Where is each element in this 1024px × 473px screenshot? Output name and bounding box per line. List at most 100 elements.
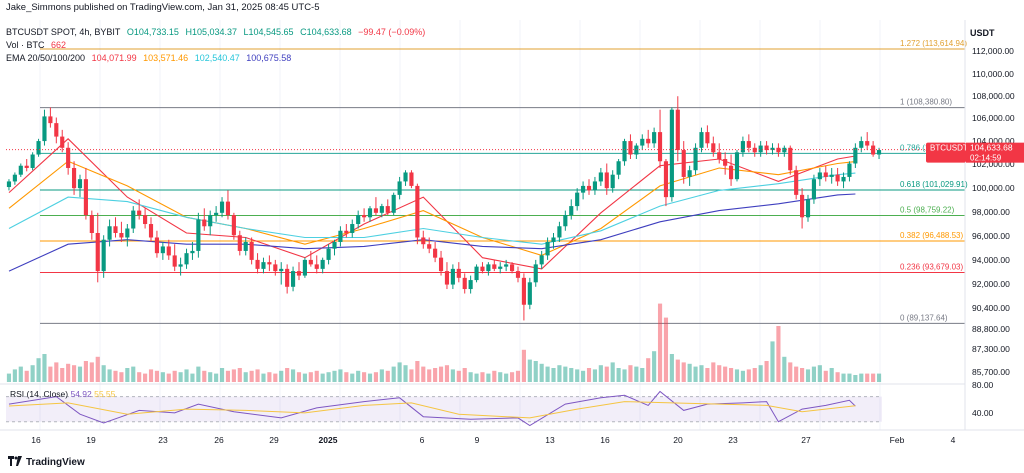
candle-body bbox=[859, 141, 864, 148]
candle-body bbox=[302, 259, 307, 276]
candle-body bbox=[391, 194, 396, 213]
volume-bar bbox=[302, 373, 307, 382]
ema-legend: EMA 20/50/100/200 104,071.99 103,571.46 … bbox=[6, 53, 295, 63]
volume-bar bbox=[545, 366, 550, 382]
volume-bar bbox=[249, 370, 254, 382]
candle-body bbox=[267, 262, 272, 265]
symbol-label[interactable]: BTCUSDT SPOT, 4h, BYBIT bbox=[6, 27, 121, 37]
volume-bar bbox=[876, 373, 882, 382]
fib-label: 0.382 (96,488.53) bbox=[900, 231, 963, 240]
candle-body bbox=[616, 161, 621, 175]
candle-body bbox=[705, 132, 710, 144]
volume-bar bbox=[492, 370, 497, 382]
fib-label: 0.236 (93,679.03) bbox=[900, 262, 963, 271]
ema-label[interactable]: EMA 20/50/100/200 bbox=[6, 53, 86, 63]
candle-body bbox=[563, 215, 568, 227]
volume-bar bbox=[758, 365, 763, 382]
volume-bar bbox=[433, 368, 438, 382]
volume-bar bbox=[752, 368, 757, 382]
candle-body bbox=[36, 141, 41, 155]
volume-bar bbox=[409, 369, 414, 382]
volume-bar bbox=[557, 365, 562, 382]
candle-body bbox=[273, 264, 278, 272]
candle-body bbox=[509, 264, 515, 272]
volume-bar bbox=[160, 372, 165, 382]
candle-body bbox=[30, 154, 35, 168]
volume-bar bbox=[285, 368, 290, 382]
volume-bar bbox=[243, 372, 248, 382]
candle-body bbox=[746, 141, 751, 148]
candle-body bbox=[539, 255, 544, 265]
tradingview-logo[interactable]: TradingView bbox=[8, 456, 85, 468]
volume-bar bbox=[728, 368, 734, 382]
change-value: −99.47 (−0.09%) bbox=[358, 27, 426, 37]
volume-bar bbox=[687, 363, 692, 382]
volume-bar bbox=[89, 362, 94, 382]
price-tick: 92,000.00 bbox=[972, 279, 1010, 289]
candle-body bbox=[362, 215, 367, 218]
candle-body bbox=[77, 179, 83, 189]
candle-body bbox=[332, 241, 337, 249]
candle-body bbox=[255, 259, 260, 269]
volume-bar bbox=[539, 363, 544, 382]
low-value: L104,545.65 bbox=[243, 27, 294, 37]
volume-bar bbox=[137, 372, 142, 382]
candle-body bbox=[640, 138, 645, 146]
time-tick: 29 bbox=[269, 435, 279, 445]
candle-body bbox=[723, 159, 728, 166]
ema50-value: 103,571.46 bbox=[143, 53, 189, 63]
time-tick: 13 bbox=[545, 435, 555, 445]
currency-label[interactable]: USDT bbox=[970, 28, 995, 38]
candle-body bbox=[474, 266, 479, 281]
volume-bar bbox=[148, 369, 154, 382]
volume-bar bbox=[486, 373, 491, 382]
volume-bar bbox=[853, 375, 858, 382]
volume-bar bbox=[178, 372, 183, 382]
volume-bar bbox=[723, 366, 728, 382]
time-tick: 19 bbox=[86, 435, 96, 445]
volume-bar bbox=[36, 358, 41, 382]
volume-bar bbox=[805, 369, 811, 382]
volume-bar bbox=[362, 372, 367, 382]
candle-body bbox=[776, 147, 781, 153]
tradingview-icon bbox=[8, 456, 22, 466]
ema-line bbox=[8, 138, 856, 270]
candle-body bbox=[498, 266, 503, 269]
candle-body bbox=[782, 147, 787, 153]
candle-body bbox=[71, 167, 77, 189]
candle-body bbox=[225, 201, 231, 216]
volume-bar bbox=[871, 373, 876, 382]
candle-body bbox=[125, 228, 130, 238]
volume-label[interactable]: Vol · BTC bbox=[6, 40, 45, 50]
volume-bar bbox=[344, 372, 349, 382]
price-tick: 98,000.00 bbox=[972, 207, 1010, 217]
volume-bar bbox=[811, 366, 817, 382]
rsi-line bbox=[8, 390, 856, 427]
volume-bar bbox=[214, 373, 219, 382]
volume-bar bbox=[373, 372, 379, 382]
candle-body bbox=[119, 232, 124, 238]
candle-body bbox=[83, 179, 88, 216]
volume-bar bbox=[829, 368, 834, 382]
candle-body bbox=[515, 271, 521, 278]
volume-legend: Vol · BTC 662 bbox=[6, 40, 70, 50]
candle-body bbox=[740, 141, 745, 153]
volume-bar bbox=[66, 363, 71, 382]
candle-body bbox=[592, 181, 598, 191]
candle-body bbox=[450, 268, 455, 285]
candle-body bbox=[681, 150, 686, 177]
candle-body bbox=[48, 116, 53, 124]
volume-bar bbox=[77, 366, 83, 382]
ema-line bbox=[8, 160, 856, 256]
volume-bar bbox=[740, 370, 745, 382]
candle-body bbox=[663, 161, 669, 198]
candle-body bbox=[261, 262, 266, 269]
candle-body bbox=[853, 147, 858, 164]
time-tick: 20 bbox=[673, 435, 683, 445]
ema-line bbox=[8, 172, 856, 245]
candle-body bbox=[687, 170, 692, 177]
candle-body bbox=[444, 271, 450, 285]
candle-body bbox=[190, 250, 195, 254]
volume-bar bbox=[12, 369, 17, 382]
fib-label: 0.5 (98,759.22) bbox=[900, 206, 955, 215]
